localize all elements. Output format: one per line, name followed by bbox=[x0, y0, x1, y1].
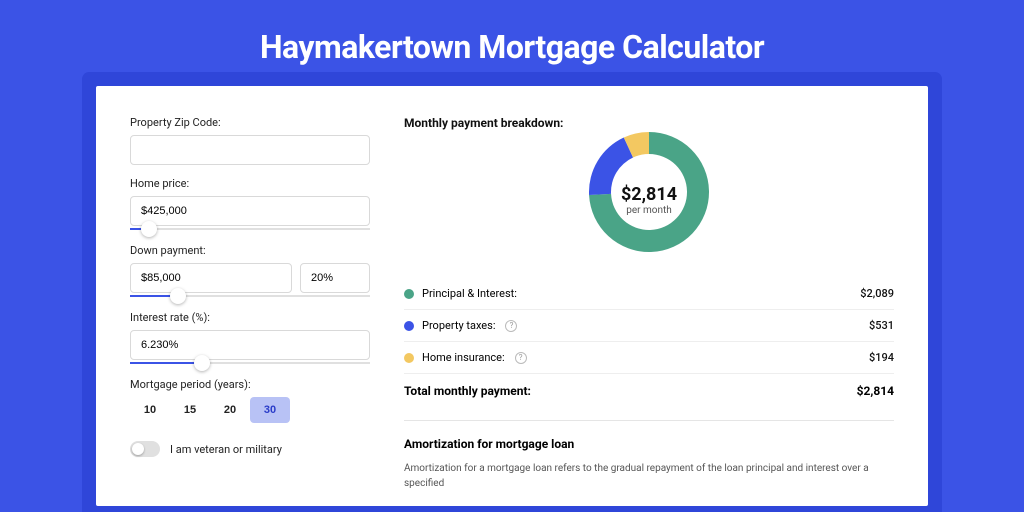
line-item-value: $2,089 bbox=[860, 287, 894, 300]
breakdown-title: Monthly payment breakdown: bbox=[404, 116, 894, 130]
home-price-label: Home price: bbox=[130, 177, 370, 190]
period-button-30[interactable]: 30 bbox=[250, 397, 290, 423]
line-item-label: Property taxes: bbox=[422, 319, 495, 332]
home-price-group: Home price: bbox=[130, 177, 370, 232]
down-payment-slider[interactable] bbox=[130, 295, 370, 299]
interest-rate-label: Interest rate (%): bbox=[130, 311, 370, 324]
interest-rate-slider[interactable] bbox=[130, 362, 370, 366]
form-column: Property Zip Code: Home price: Down paym… bbox=[130, 116, 370, 506]
interest-rate-group: Interest rate (%): bbox=[130, 311, 370, 366]
legend-swatch bbox=[404, 321, 414, 331]
line-item: Home insurance:? $194 bbox=[404, 341, 894, 373]
slider-thumb[interactable] bbox=[141, 221, 157, 237]
total-label: Total monthly payment: bbox=[404, 384, 531, 398]
legend-swatch bbox=[404, 353, 414, 363]
amortization-text: Amortization for a mortgage loan refers … bbox=[404, 461, 894, 491]
calculator-card: Property Zip Code: Home price: Down paym… bbox=[96, 86, 928, 506]
total-value: $2,814 bbox=[857, 384, 894, 398]
donut-amount: $2,814 bbox=[621, 184, 677, 205]
down-payment-pct-input[interactable] bbox=[300, 263, 370, 293]
donut-chart: $2,814 per month bbox=[404, 132, 894, 268]
home-price-input[interactable] bbox=[130, 196, 370, 226]
interest-rate-input[interactable] bbox=[130, 330, 370, 360]
amortization-section: Amortization for mortgage loan Amortizat… bbox=[404, 420, 894, 491]
period-button-10[interactable]: 10 bbox=[130, 397, 170, 423]
line-item-label: Principal & Interest: bbox=[422, 287, 517, 300]
donut-sublabel: per month bbox=[621, 205, 677, 216]
total-row: Total monthly payment: $2,814 bbox=[404, 373, 894, 408]
breakdown-column: Monthly payment breakdown: $2,814 per mo… bbox=[404, 116, 894, 506]
line-item: Principal & Interest: $2,089 bbox=[404, 278, 894, 309]
mortgage-period-label: Mortgage period (years): bbox=[130, 378, 370, 391]
line-item: Property taxes:? $531 bbox=[404, 309, 894, 341]
slider-thumb[interactable] bbox=[194, 355, 210, 371]
line-item-value: $194 bbox=[869, 351, 894, 364]
veteran-toggle[interactable] bbox=[130, 441, 160, 457]
veteran-label: I am veteran or military bbox=[170, 443, 282, 456]
zip-label: Property Zip Code: bbox=[130, 116, 370, 129]
down-payment-group: Down payment: bbox=[130, 244, 370, 299]
line-item-value: $531 bbox=[869, 319, 894, 332]
period-button-20[interactable]: 20 bbox=[210, 397, 250, 423]
home-price-slider[interactable] bbox=[130, 228, 370, 232]
down-payment-input[interactable] bbox=[130, 263, 292, 293]
down-payment-label: Down payment: bbox=[130, 244, 370, 257]
slider-thumb[interactable] bbox=[170, 288, 186, 304]
period-button-15[interactable]: 15 bbox=[170, 397, 210, 423]
mortgage-period-group: Mortgage period (years): 10152030 bbox=[130, 378, 370, 423]
amortization-title: Amortization for mortgage loan bbox=[404, 437, 894, 451]
line-item-label: Home insurance: bbox=[422, 351, 505, 364]
info-icon[interactable]: ? bbox=[515, 352, 527, 364]
zip-group: Property Zip Code: bbox=[130, 116, 370, 165]
page-title: Haymakertown Mortgage Calculator bbox=[0, 0, 1024, 86]
zip-input[interactable] bbox=[130, 135, 370, 165]
info-icon[interactable]: ? bbox=[505, 320, 517, 332]
veteran-row: I am veteran or military bbox=[130, 441, 370, 457]
legend-swatch bbox=[404, 289, 414, 299]
